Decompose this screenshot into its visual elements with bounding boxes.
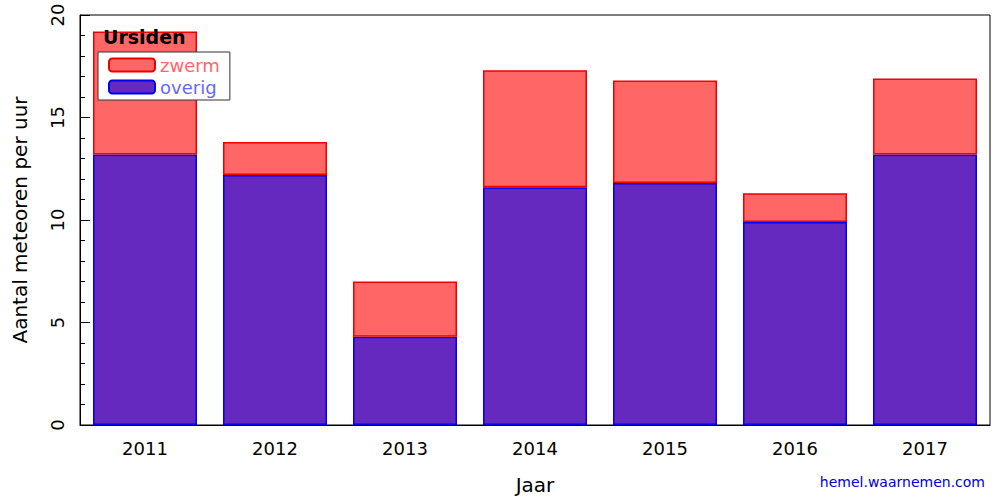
svg-text:2014: 2014	[512, 438, 558, 459]
svg-text:Ursiden: Ursiden	[103, 26, 186, 48]
svg-text:2017: 2017	[902, 438, 948, 459]
svg-text:2012: 2012	[252, 438, 298, 459]
svg-text:Jaar: Jaar	[514, 473, 555, 497]
svg-text:2013: 2013	[382, 438, 428, 459]
svg-text:2016: 2016	[772, 438, 818, 459]
svg-text:20: 20	[47, 4, 68, 27]
svg-text:2011: 2011	[122, 438, 168, 459]
svg-text:zwerm: zwerm	[160, 55, 220, 76]
svg-text:Aantal meteoren per uur: Aantal meteoren per uur	[8, 96, 32, 344]
svg-text:hemel.waarnemen.com: hemel.waarnemen.com	[820, 474, 985, 490]
svg-text:10: 10	[47, 209, 68, 232]
svg-text:0: 0	[47, 419, 68, 430]
svg-text:overig: overig	[160, 77, 217, 98]
svg-text:5: 5	[47, 317, 68, 328]
svg-text:15: 15	[47, 106, 68, 129]
svg-text:2015: 2015	[642, 438, 688, 459]
